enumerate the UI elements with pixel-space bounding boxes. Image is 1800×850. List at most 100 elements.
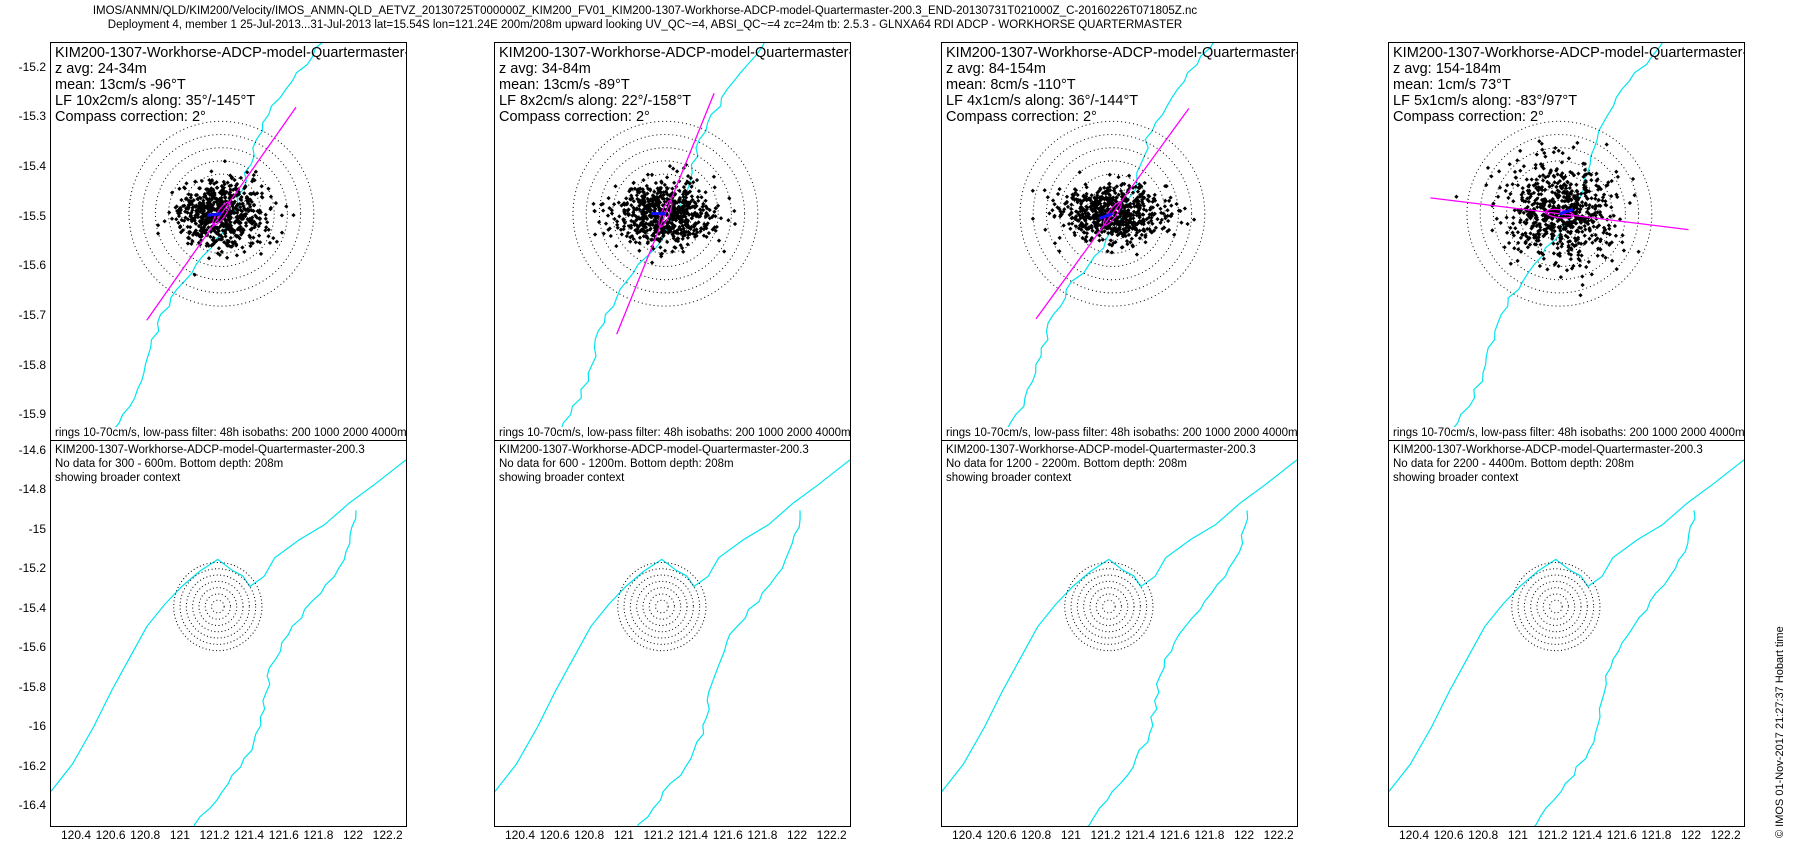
scatter-point (219, 237, 225, 242)
scatter-point (649, 172, 655, 177)
scatter-point (247, 216, 253, 221)
scatter-point (683, 195, 689, 200)
scatter-point (703, 213, 709, 218)
x-tick-label: 120.8 (1468, 828, 1499, 842)
scatter-point (1526, 212, 1531, 217)
scatter-point (1515, 158, 1520, 163)
scatter-point (1620, 240, 1625, 245)
scatter-point (684, 210, 689, 216)
scatter-point (1556, 148, 1561, 153)
scatter-point (259, 191, 265, 196)
scatter-point (257, 240, 263, 245)
scatter-point (173, 205, 178, 210)
scatter-point (258, 210, 263, 215)
current-ellipse-panel: KIM200-1307-Workhorse-ADCP-model-Quarter… (1388, 42, 1745, 441)
scatter-point (1069, 202, 1074, 207)
scatter-point (174, 217, 179, 222)
scatter-point (199, 178, 205, 184)
scatter-point (1502, 245, 1507, 250)
x-tick-label: 121.2 (199, 828, 230, 842)
scatter-point (1102, 229, 1107, 234)
x-tick-label: 121.6 (1159, 828, 1190, 842)
scatter-point (1052, 241, 1058, 246)
scatter-point (1577, 263, 1583, 268)
scatter-point (1057, 186, 1062, 192)
scatter-point (1102, 185, 1107, 190)
scatter-point (1580, 274, 1585, 279)
scatter-point (230, 201, 235, 207)
scatter-point (257, 221, 263, 226)
scatter-point (689, 215, 695, 221)
scatter-point (1583, 227, 1588, 232)
scatter-point (169, 216, 175, 221)
scatter-point (1078, 216, 1083, 221)
scatter-point (1612, 223, 1618, 229)
scatter-point (685, 235, 691, 240)
scatter-point (182, 203, 187, 208)
scatter-point (609, 211, 615, 216)
scatter-point (1519, 197, 1525, 202)
scatter-point (1576, 229, 1581, 235)
x-tick-label: 121.8 (303, 828, 334, 842)
scatter-point (238, 196, 243, 202)
scatter-point (1540, 178, 1546, 183)
scatter-point (235, 216, 240, 221)
scatter-point (212, 181, 217, 186)
scatter-point (633, 240, 638, 245)
scatter-point (1107, 181, 1112, 186)
scatter-point (650, 193, 656, 198)
scatter-point (1515, 183, 1521, 188)
isobath-line (1389, 459, 1744, 792)
scatter-point (182, 218, 187, 223)
scatter-point (1566, 156, 1572, 161)
scatter-point (639, 227, 645, 233)
isobath-line (942, 459, 1297, 792)
scatter-point (1555, 245, 1560, 251)
scatter-point (1575, 140, 1580, 146)
scatter-point (225, 180, 230, 185)
scatter-point (221, 222, 226, 227)
scatter-point (1560, 150, 1565, 156)
scatter-point (1553, 145, 1558, 151)
scatter-point (641, 197, 647, 203)
scatter-point (689, 194, 695, 199)
scatter-point (266, 227, 271, 232)
scatter-point (1077, 170, 1082, 175)
scatter-point (1568, 252, 1574, 257)
scatter-point (667, 228, 673, 233)
scatter-point (1182, 206, 1188, 211)
scatter-point (649, 237, 655, 242)
speed-ring (1532, 186, 1587, 241)
scatter-point (691, 180, 696, 185)
x-tick-label: 122.2 (372, 828, 403, 842)
scatter-point (1508, 225, 1513, 231)
scatter-point (700, 207, 706, 213)
scatter-point (231, 241, 236, 246)
scatter-point (185, 224, 190, 230)
scatter-point (1554, 166, 1560, 172)
scatter-point (1163, 198, 1168, 203)
mean-vector (1098, 212, 1113, 220)
scatter-point (677, 207, 682, 212)
y-tick-label: -14.6 (18, 442, 46, 457)
scatter-point (621, 224, 627, 229)
scatter-point (631, 236, 636, 242)
scatter-point (641, 190, 647, 195)
scatter-point (187, 229, 192, 235)
figure-title: IMOS/ANMN/QLD/KIM200/Velocity/IMOS_ANMN-… (0, 4, 1290, 32)
scatter-point (657, 200, 663, 205)
scatter-point (1162, 204, 1168, 209)
scatter-point (234, 253, 240, 258)
scatter-point (1505, 183, 1510, 188)
speed-ring (655, 599, 669, 614)
scatter-point (652, 225, 658, 230)
scatter-point (208, 234, 213, 239)
scatter-point (616, 200, 621, 205)
scatter-point (622, 211, 628, 216)
scatter-point (220, 187, 226, 193)
credit-text: © IMOS 01-Nov-2017 21:27:37 Hobart time (1774, 626, 1786, 838)
scatter-point (1047, 211, 1052, 216)
scatter-point (1547, 199, 1552, 204)
scatter-point (1511, 199, 1516, 204)
scatter-point (1065, 204, 1071, 210)
